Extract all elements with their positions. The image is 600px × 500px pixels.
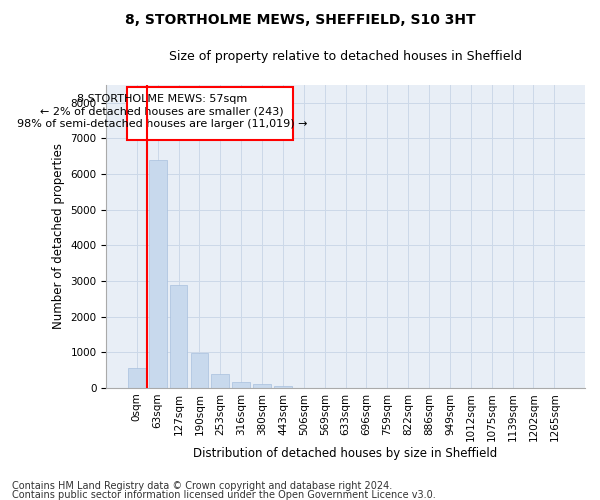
Text: Contains public sector information licensed under the Open Government Licence v3: Contains public sector information licen… (12, 490, 436, 500)
Bar (232, 382, 250, 388)
Text: 8, STORTHOLME MEWS, SHEFFIELD, S10 3HT: 8, STORTHOLME MEWS, SHEFFIELD, S10 3HT (125, 12, 475, 26)
Bar (191, 353, 208, 388)
Text: 98% of semi-detached houses are larger (11,019) →: 98% of semi-detached houses are larger (… (17, 119, 307, 129)
Bar (127, 87, 293, 140)
Y-axis label: Number of detached properties: Number of detached properties (52, 144, 65, 330)
Bar (211, 374, 229, 388)
Text: Contains HM Land Registry data © Crown copyright and database right 2024.: Contains HM Land Registry data © Crown c… (12, 481, 392, 491)
Title: Size of property relative to detached houses in Sheffield: Size of property relative to detached ho… (169, 50, 522, 63)
Text: 8 STORTHOLME MEWS: 57sqm: 8 STORTHOLME MEWS: 57sqm (77, 94, 247, 104)
Bar (128, 368, 146, 388)
Bar (253, 384, 271, 388)
X-axis label: Distribution of detached houses by size in Sheffield: Distribution of detached houses by size … (193, 447, 498, 460)
Bar (149, 160, 167, 388)
Bar (274, 386, 292, 388)
Bar (170, 284, 187, 388)
Text: ← 2% of detached houses are smaller (243): ← 2% of detached houses are smaller (243… (40, 106, 284, 117)
